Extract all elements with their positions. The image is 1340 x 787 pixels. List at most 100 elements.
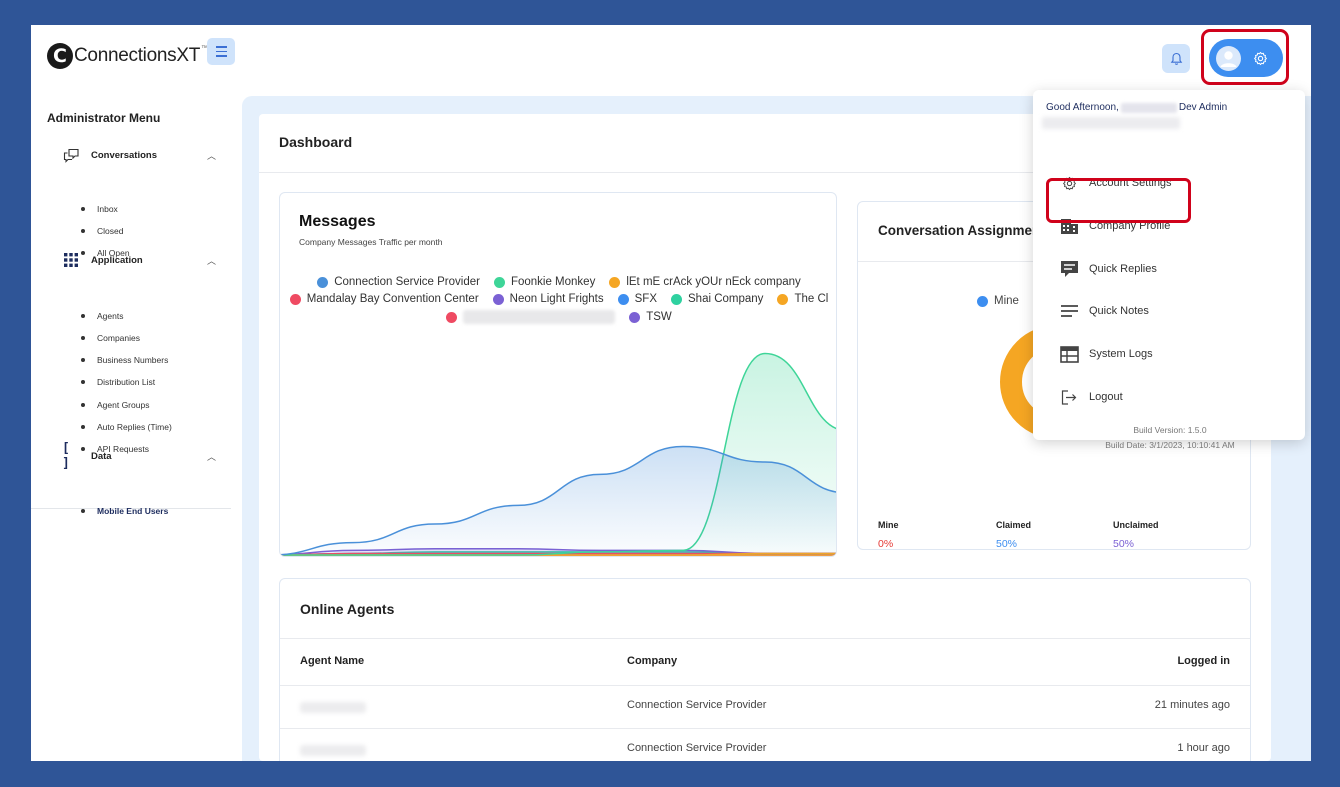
legend-label: The Cl (794, 293, 829, 305)
chart-legend-row: Mandalay Bay Convention Center Neon Light… (280, 293, 836, 305)
greeting-prefix: Good Afternoon, (1046, 102, 1119, 113)
legend-label: Mandalay Bay Convention Center (306, 293, 479, 305)
menu-item-label: Quick Replies (1089, 263, 1157, 275)
chat-icon (62, 147, 80, 163)
notes-icon (1059, 301, 1079, 321)
messages-chart-card: Messages Company Messages Traffic per mo… (279, 192, 837, 557)
legend-label: lEt mE crAck yOUr nEck company (626, 276, 801, 288)
sidebar-group-label: Application (91, 254, 143, 266)
messages-chart-plot (280, 352, 836, 556)
legend-dot (493, 276, 505, 288)
column-header-company[interactable]: Company (627, 655, 678, 667)
legend-label: Connection Service Provider (334, 276, 480, 288)
avatar (1216, 45, 1241, 71)
legend-label: Mine (994, 295, 1019, 307)
legend-dot (977, 295, 988, 307)
sidebar-item-closed[interactable]: Closed (81, 226, 123, 236)
greeting-suffix: Dev Admin (1178, 102, 1228, 113)
table-cell-logged-in: 21 minutes ago (1154, 699, 1230, 711)
legend-dot (609, 276, 621, 288)
logo[interactable]: C ConnectionsXT ™ (47, 41, 208, 71)
divider (280, 638, 1250, 639)
greeting: Good Afternoon, Dev Admin (1046, 102, 1227, 113)
hamburger-icon (215, 46, 227, 48)
chart-legend-mine[interactable]: Mine (977, 295, 1019, 307)
legend-dot (629, 311, 641, 323)
chevron-up-icon: ︿ (206, 150, 216, 161)
column-header-agent-name[interactable]: Agent Name (300, 655, 365, 667)
sidebar-item-all-open[interactable]: All Open (81, 248, 130, 258)
sidebar-item-mobile-end-users[interactable]: Mobile End Users (81, 506, 168, 516)
series-area (280, 446, 836, 555)
menu-item-logout[interactable]: Logout (1059, 387, 1123, 407)
legend-item[interactable]: SFX (617, 293, 657, 305)
table-cell-company: Connection Service Provider (627, 699, 767, 711)
page-title: Dashboard (279, 134, 353, 150)
legend-item[interactable]: Foonkie Monkey (493, 276, 596, 288)
menu-item-quick-replies[interactable]: Quick Replies (1059, 259, 1157, 279)
legend-item[interactable]: TSW (629, 310, 672, 324)
notifications-button[interactable] (1162, 44, 1190, 73)
sidebar-title: Administrator Menu (47, 111, 161, 125)
menu-item-label: Logout (1089, 391, 1123, 403)
sidebar-item-agents[interactable]: Agents (81, 311, 123, 321)
chevron-up-icon: ︿ (206, 451, 216, 462)
legend-dot (317, 276, 329, 288)
legend-label: SFX (634, 293, 657, 305)
column-header-logged-in[interactable]: Logged in (1177, 655, 1230, 667)
divider (280, 728, 1250, 729)
menu-item-label: Quick Notes (1089, 305, 1149, 317)
legend-item[interactable]: Mandalay Bay Convention Center (289, 293, 479, 305)
company-profile-highlight-box (1046, 178, 1191, 223)
sidebar-item-inbox[interactable]: Inbox (81, 204, 118, 214)
card-title: Online Agents (300, 601, 395, 617)
table-cell-company: Connection Service Provider (627, 742, 767, 754)
sidebar-item-api-requests[interactable]: API Requests (81, 444, 149, 454)
profile-highlight-box (1201, 29, 1289, 85)
profile-menu-button[interactable] (1209, 39, 1283, 77)
sidebar-group-label: Data (91, 450, 112, 462)
legend-item[interactable]: Shai Company (671, 293, 763, 305)
stat-mine: Mine 0% (878, 520, 899, 549)
quick-replies-icon (1059, 259, 1079, 279)
legend-dot (671, 293, 682, 305)
grid-icon (62, 252, 80, 268)
legend-item[interactable]: Neon Light Frights (492, 293, 604, 305)
sidebar-item-companies[interactable]: Companies (81, 333, 140, 343)
menu-item-label: System Logs (1089, 348, 1153, 360)
sidebar-item-business-numbers[interactable]: Business Numbers (81, 355, 168, 365)
chart-title: Messages (299, 213, 376, 230)
logo-mark: C (47, 43, 73, 69)
table-cell-logged-in: 1 hour ago (1177, 742, 1230, 754)
legend-item[interactable] (446, 310, 616, 324)
menu-item-system-logs[interactable]: System Logs (1059, 344, 1153, 364)
divider (259, 172, 1271, 173)
bell-icon (1170, 52, 1182, 65)
legend-label: Foonkie Monkey (510, 276, 596, 288)
legend-item[interactable]: Connection Service Provider (317, 276, 480, 288)
sidebar-item-agent-groups[interactable]: Agent Groups (81, 400, 149, 410)
sidebar-item-distribution-list[interactable]: Distribution List (81, 377, 155, 387)
sidebar-group-application[interactable]: Application ︿ (62, 252, 216, 268)
chart-subtitle: Company Messages Traffic per month (299, 237, 443, 247)
legend-item[interactable]: lEt mE crAck yOUr nEck company (609, 276, 801, 288)
sidebar-group-data[interactable]: [ ] Data ︿ (62, 441, 216, 471)
chart-legend-row: TSW (280, 310, 836, 324)
sidebar-item-auto-replies[interactable]: Auto Replies (Time) (81, 422, 172, 432)
gear-icon (1254, 51, 1267, 65)
stat-unclaimed: Unclaimed 50% (1113, 520, 1159, 549)
logo-text: ConnectionsXT (74, 45, 201, 66)
sidebar-group-conversations[interactable]: Conversations ︿ (62, 147, 216, 163)
menu-item-quick-notes[interactable]: Quick Notes (1059, 301, 1149, 321)
profile-dropdown-menu: Good Afternoon, Dev Admin Account Settin… (1033, 90, 1305, 450)
menu-item-company-profile[interactable]: Company Profile (1059, 216, 1170, 236)
app-window: C ConnectionsXT ™ Administrator Menu (31, 25, 1311, 761)
brackets-icon: [ ] (62, 441, 70, 471)
menu-toggle-button[interactable] (207, 38, 235, 65)
build-version: Build Version: 1.5.0 (1133, 425, 1207, 435)
chevron-up-icon: ︿ (206, 255, 216, 266)
agent-name-redacted (300, 702, 366, 713)
legend-item[interactable]: The Cl (777, 293, 828, 305)
legend-label: Neon Light Frights (509, 293, 604, 305)
legend-dot (617, 293, 629, 305)
